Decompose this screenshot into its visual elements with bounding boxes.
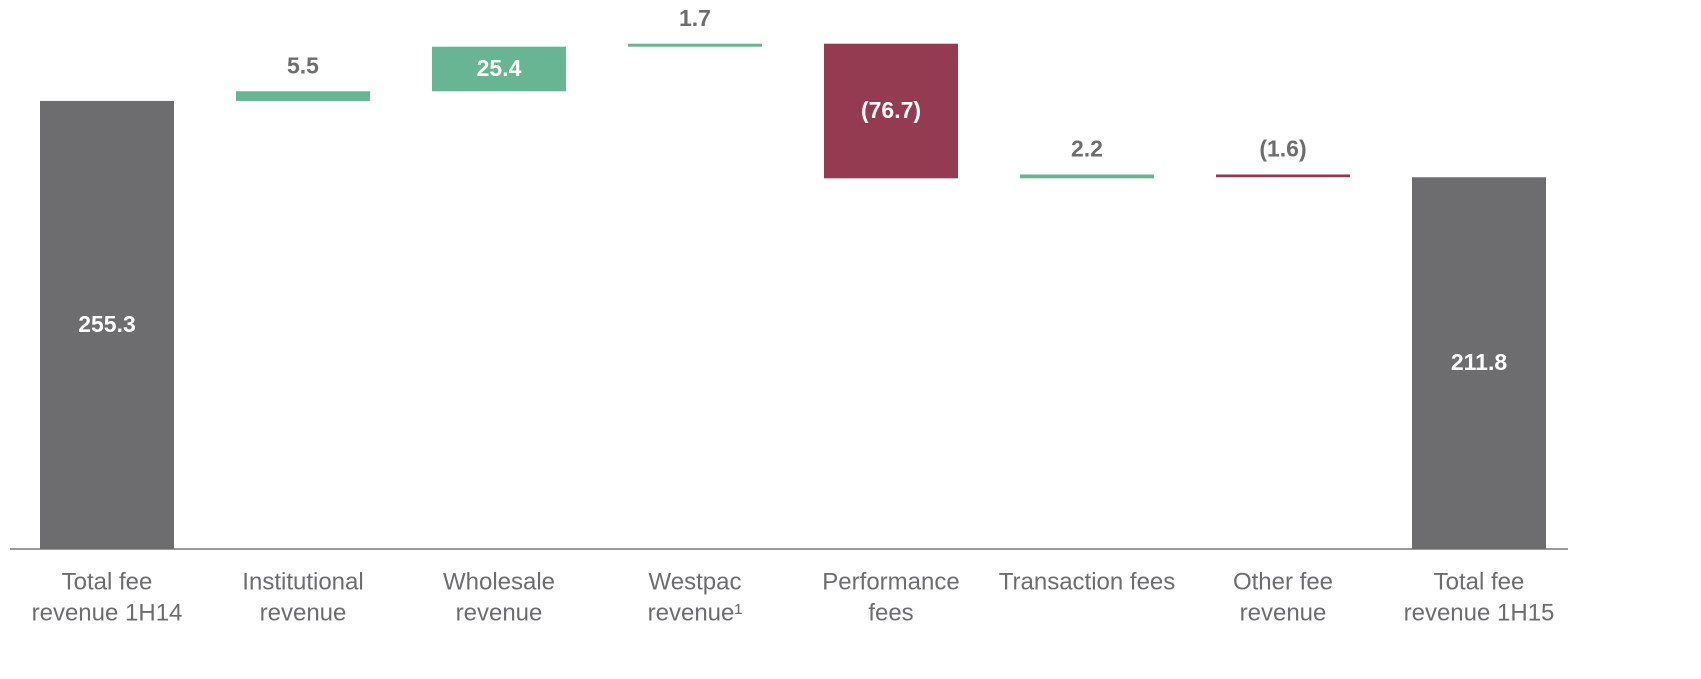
bar [1412,177,1546,550]
bar [1216,174,1350,178]
x-tick-label: Total fee [62,568,153,595]
value-label: (76.7) [861,97,921,123]
bar [628,43,762,47]
value-label: (1.6) [1259,136,1306,162]
x-tick-label: Wholesale [443,568,555,595]
x-tick-label: revenue [1240,599,1327,626]
x-tick-label: revenue 1H15 [1404,599,1555,626]
x-tick-label: revenue [456,599,543,626]
x-tick-label: Performance [822,568,959,595]
bar [40,100,174,549]
x-tick-label: revenue [260,599,347,626]
value-label: 25.4 [477,55,522,81]
value-label: 211.8 [1451,349,1507,375]
bar [432,46,566,92]
bar [824,43,958,179]
x-tick-label: revenue 1H14 [32,599,183,626]
x-tick-label: Transaction fees [999,568,1176,595]
value-label: 1.7 [679,5,711,31]
value-label: 2.2 [1071,136,1103,162]
bar [1020,174,1154,179]
x-tick-label: Total fee [1434,568,1525,595]
value-label: 5.5 [287,52,319,78]
x-tick-label: Institutional [242,568,363,595]
bar [236,91,370,101]
x-tick-label: fees [868,599,913,626]
value-label: 255.3 [78,311,136,337]
x-tick-label: Westpac [649,568,742,595]
x-tick-label: revenue¹ [648,599,743,626]
x-tick-label: Other fee [1233,568,1333,595]
